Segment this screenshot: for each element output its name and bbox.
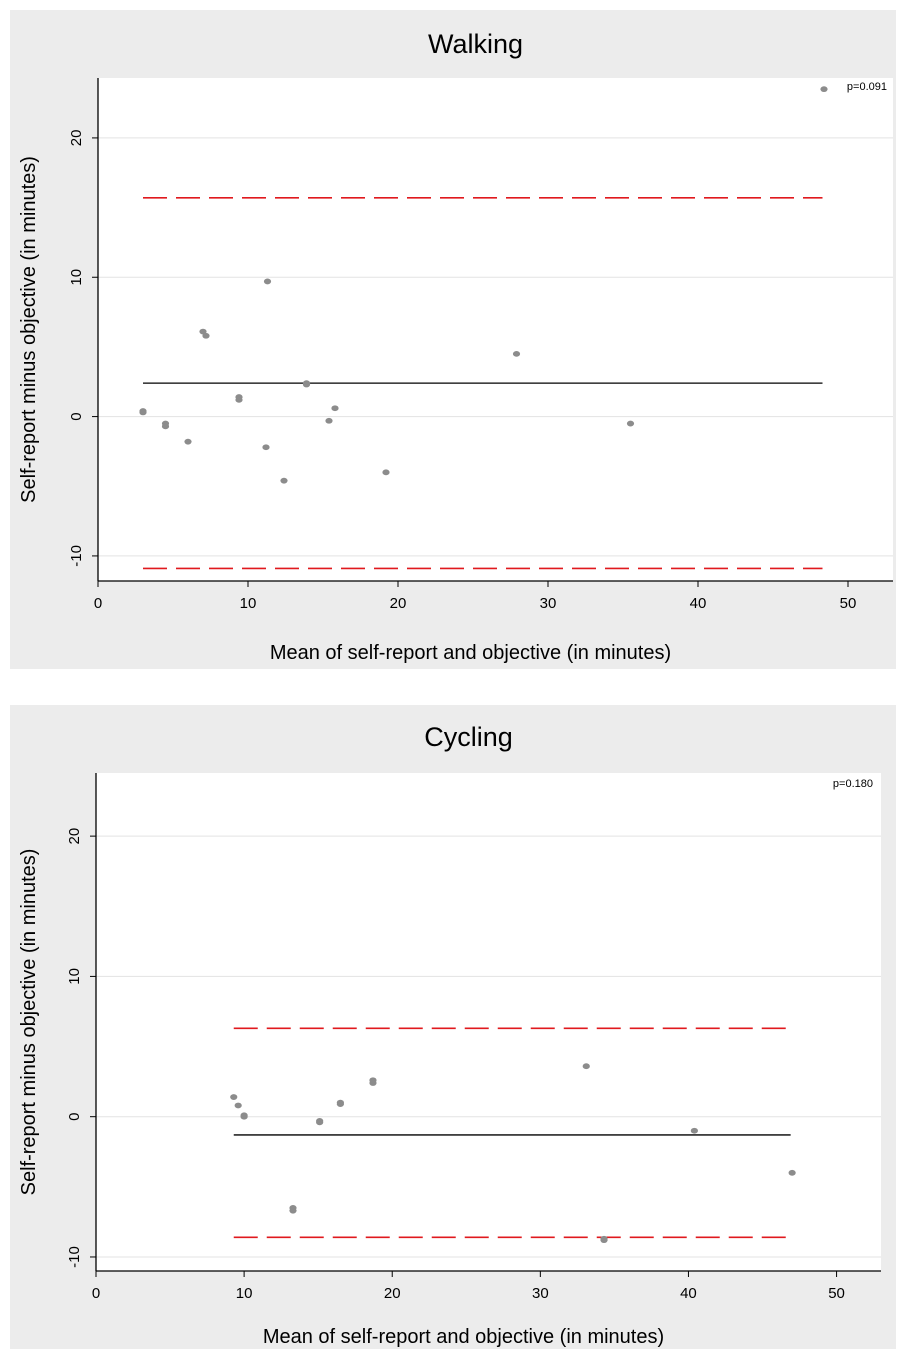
plot-area [98,78,893,581]
x-tick-label: 40 [690,595,707,612]
y-tick-label: -10 [66,1246,83,1268]
walking-chart-panel: 0 10 20 30 40 50 -10 0 10 20 Walking Mean of self-r… [10,10,896,669]
data-point [139,409,147,416]
y-tick-label: 10 [68,269,85,286]
data-point [302,381,311,388]
x-tick-label: 30 [540,595,557,612]
y-tick-label: 20 [66,828,83,845]
y-tick-label: 0 [68,412,85,420]
data-point [626,420,635,427]
cycling-chart-panel: 0 10 20 30 40 50 -10 0 10 20 Cycling Mean of self-r… [10,705,896,1349]
data-point [235,396,243,403]
data-point [582,1063,590,1070]
data-point [230,1094,238,1100]
data-point [369,1080,377,1086]
x-tick-label: 40 [680,1285,697,1302]
data-point [788,1169,796,1176]
data-point [184,438,192,445]
data-point [316,1119,324,1126]
data-point [262,444,270,451]
x-tick-label: 30 [532,1285,549,1302]
y-axis-label: Self-report minus objective (in minutes) [18,849,40,1196]
x-tick-label: 0 [92,1285,100,1302]
data-point [690,1127,698,1134]
data-point [820,86,828,93]
y-tick-label: 20 [68,130,85,147]
x-tick-label: 50 [840,595,857,612]
chart-title: Cycling [424,722,513,752]
x-tick-label: 20 [384,1285,401,1302]
y-axis-label: Self-report minus objective (in minutes) [18,156,40,503]
data-point [336,1101,344,1107]
x-axis-label: Mean of self-report and objective (in mi… [263,1326,664,1348]
x-tick-label: 10 [240,595,257,612]
p-value-annotation: p=0.180 [833,778,873,790]
plot-area [96,773,881,1271]
data-point [325,417,333,424]
x-tick-label: 10 [236,1285,253,1302]
x-tick-label: 20 [390,595,407,612]
p-value-annotation: p=0.091 [847,81,887,93]
data-point [331,405,339,412]
walking-chart: 0 10 20 30 40 50 -10 0 10 20 Walking Mean of self-r… [18,29,893,664]
data-point [382,469,390,476]
data-point [263,278,272,285]
x-tick-label: 0 [94,595,102,612]
data-point [289,1207,297,1214]
y-tick-label: 10 [66,968,83,985]
y-tick-label: 0 [66,1113,83,1121]
chart-title: Walking [428,29,523,59]
data-point [600,1237,608,1244]
x-axis-label: Mean of self-report and objective (in mi… [270,642,671,664]
data-point [202,332,210,339]
data-point [234,1102,242,1109]
data-point [280,477,288,484]
cycling-chart: 0 10 20 30 40 50 -10 0 10 20 Cycling Mean of self-r… [18,722,881,1348]
y-tick-label: -10 [68,545,85,567]
data-point [161,423,170,430]
data-point [240,1113,248,1120]
data-point [512,350,521,357]
x-tick-label: 50 [828,1285,845,1302]
